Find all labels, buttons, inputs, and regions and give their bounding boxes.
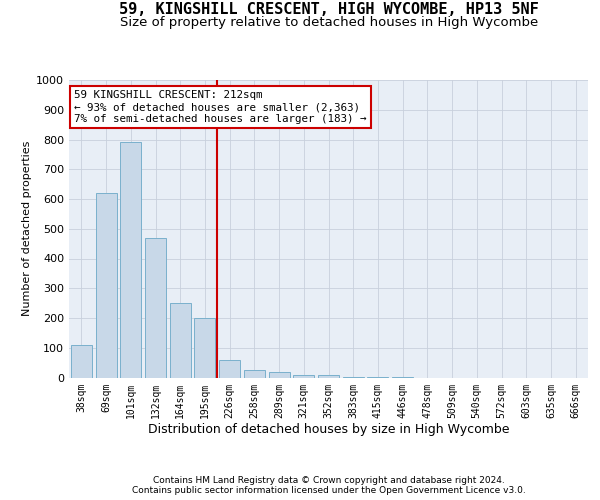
Bar [343,377,364,378]
Bar [244,370,265,378]
Bar [318,374,339,378]
Y-axis label: Number of detached properties: Number of detached properties [22,141,32,316]
Bar [95,193,116,378]
Text: Size of property relative to detached houses in High Wycombe: Size of property relative to detached ho… [119,16,538,29]
Bar [145,238,166,378]
Text: Contains HM Land Registry data © Crown copyright and database right 2024.: Contains HM Land Registry data © Crown c… [153,476,505,485]
Text: 59 KINGSHILL CRESCENT: 212sqm
← 93% of detached houses are smaller (2,363)
7% of: 59 KINGSHILL CRESCENT: 212sqm ← 93% of d… [74,90,367,124]
Text: Contains public sector information licensed under the Open Government Licence v3: Contains public sector information licen… [132,486,526,495]
Bar [71,345,92,378]
Bar [269,372,290,378]
Text: 59, KINGSHILL CRESCENT, HIGH WYCOMBE, HP13 5NF: 59, KINGSHILL CRESCENT, HIGH WYCOMBE, HP… [119,2,539,18]
Bar [170,303,191,378]
Bar [120,142,141,378]
Bar [293,374,314,378]
Bar [194,318,215,378]
Bar [219,360,240,378]
Text: Distribution of detached houses by size in High Wycombe: Distribution of detached houses by size … [148,422,509,436]
